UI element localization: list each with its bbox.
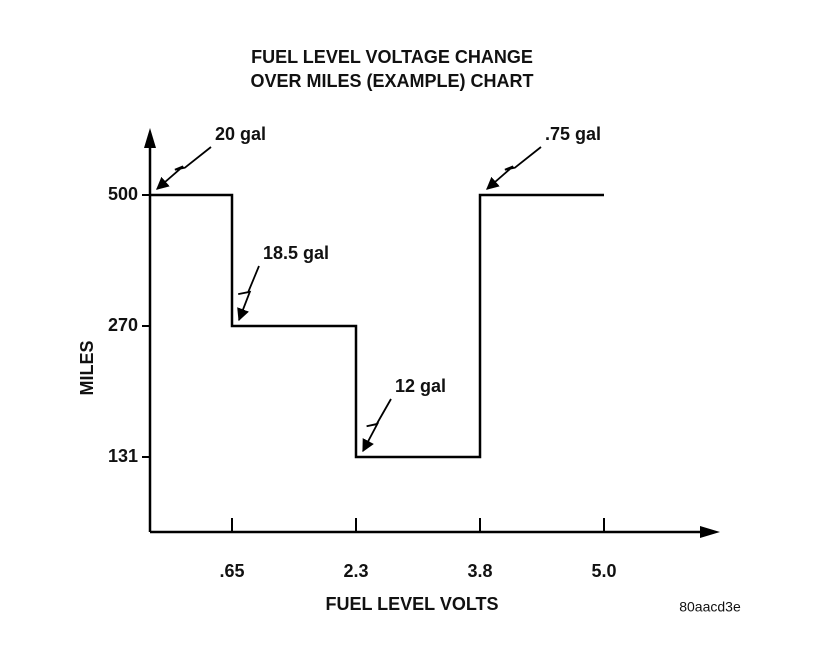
x-tick-label: 2.3 bbox=[343, 561, 368, 581]
y-tick-label: 270 bbox=[108, 315, 138, 335]
annotation-arrow bbox=[362, 398, 392, 453]
x-tick-label: .65 bbox=[219, 561, 244, 581]
y-tick-label: 500 bbox=[108, 184, 138, 204]
y-axis-label: MILES bbox=[77, 340, 97, 395]
annotation-arrow bbox=[237, 265, 260, 322]
x-axis-arrow bbox=[700, 526, 720, 538]
y-tick-label: 131 bbox=[108, 446, 138, 466]
annotation-arrow bbox=[156, 146, 212, 190]
chart-title: OVER MILES (EXAMPLE) CHART bbox=[250, 71, 533, 91]
y-axis-arrow bbox=[144, 128, 156, 148]
annotation-label: .75 gal bbox=[545, 124, 601, 144]
annotation-label: 20 gal bbox=[215, 124, 266, 144]
chart-title: FUEL LEVEL VOLTAGE CHANGE bbox=[251, 47, 533, 67]
annotation-arrow bbox=[486, 146, 542, 190]
x-tick-label: 3.8 bbox=[467, 561, 492, 581]
x-axis-label: FUEL LEVEL VOLTS bbox=[325, 594, 498, 614]
x-tick-label: 5.0 bbox=[591, 561, 616, 581]
step-line bbox=[150, 193, 604, 459]
annotation-label: 18.5 gal bbox=[263, 243, 329, 263]
annotation-label: 12 gal bbox=[395, 376, 446, 396]
figure-id: 80aacd3e bbox=[679, 599, 741, 615]
